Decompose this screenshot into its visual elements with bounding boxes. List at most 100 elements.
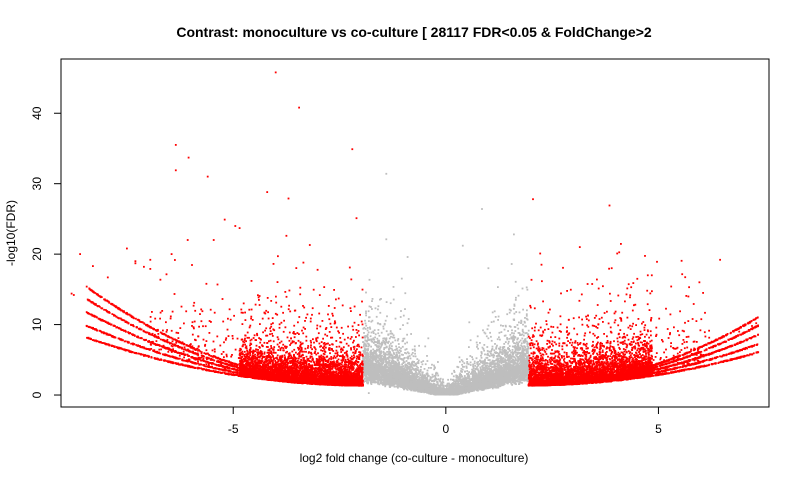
point-not-significant [439, 380, 441, 383]
point-not-significant [483, 344, 486, 346]
point-not-significant [401, 345, 404, 348]
point-not-significant [385, 330, 388, 333]
point-not-significant [515, 346, 518, 348]
point-not-significant [525, 314, 528, 317]
point-not-significant [364, 322, 367, 325]
point-not-significant [511, 371, 514, 373]
point-not-significant [367, 310, 370, 313]
point-not-significant [502, 352, 504, 354]
point-not-significant [394, 317, 397, 320]
point-not-significant [514, 326, 517, 328]
point-not-significant [391, 332, 394, 335]
point-not-significant [434, 376, 437, 378]
point-not-significant [524, 332, 527, 335]
point-not-significant [365, 310, 367, 313]
point-not-significant [506, 338, 509, 341]
point-not-significant [363, 332, 365, 334]
point-not-significant [417, 362, 420, 365]
data-points [70, 71, 760, 396]
point-not-significant [417, 359, 420, 362]
point-not-significant [374, 333, 377, 336]
point-not-significant [495, 346, 498, 349]
point-not-significant [474, 377, 477, 380]
point-not-significant [494, 316, 497, 318]
point-not-significant [416, 365, 418, 368]
point-not-significant [406, 341, 408, 344]
point-not-significant [414, 355, 417, 358]
point-not-significant [393, 353, 395, 355]
point-not-significant [525, 357, 528, 360]
point-not-significant [381, 358, 384, 360]
point-not-significant [520, 322, 522, 324]
point-not-significant [400, 277, 403, 280]
point-not-significant [469, 355, 472, 357]
point-not-significant [462, 377, 465, 380]
point-not-significant [522, 331, 525, 334]
point-not-significant [500, 362, 503, 365]
point-not-significant [514, 348, 517, 350]
point-not-significant [493, 310, 496, 313]
point-not-significant [483, 363, 486, 366]
point-not-significant [521, 345, 523, 348]
point-not-significant [493, 354, 496, 357]
point-not-significant [515, 311, 518, 313]
point-not-significant [468, 346, 470, 348]
point-not-significant [518, 321, 520, 324]
point-not-significant [481, 346, 484, 349]
point-not-significant [518, 374, 521, 377]
point-not-significant [495, 355, 498, 358]
point-not-significant [476, 335, 479, 338]
point-not-significant [460, 370, 462, 372]
point-not-significant [384, 343, 387, 346]
point-not-significant [390, 357, 393, 359]
point-not-significant [504, 358, 507, 361]
point-not-significant [436, 381, 439, 384]
point-not-significant [401, 363, 403, 366]
point-not-significant [412, 355, 415, 358]
point-not-significant [461, 371, 463, 373]
point-not-significant [442, 381, 445, 384]
point-not-significant [390, 384, 393, 386]
point-not-significant [526, 345, 529, 348]
point-not-significant [418, 344, 420, 347]
point-not-significant [463, 365, 465, 368]
point-not-significant [511, 384, 513, 386]
point-not-significant [491, 354, 494, 357]
point-not-significant [476, 378, 479, 380]
point-not-significant [484, 353, 486, 356]
point-not-significant [491, 387, 494, 390]
point-not-significant [527, 346, 530, 349]
point-not-significant [495, 347, 497, 350]
point-not-significant [482, 329, 484, 332]
point-not-significant [374, 336, 376, 339]
point-not-significant [386, 315, 388, 318]
point-not-significant [382, 327, 385, 330]
point-not-significant [371, 319, 374, 322]
point-not-significant [453, 369, 455, 372]
point-not-significant [487, 324, 490, 327]
point-not-significant [511, 332, 513, 334]
point-not-significant [486, 328, 489, 331]
point-not-significant [370, 382, 372, 384]
point-not-significant [514, 299, 517, 301]
point-not-significant [405, 360, 408, 362]
point-not-significant [463, 378, 466, 380]
point-not-significant [459, 360, 461, 363]
point-not-significant [364, 375, 367, 378]
point-not-significant [411, 366, 414, 369]
point-not-significant [485, 335, 488, 338]
point-not-significant [505, 367, 508, 370]
point-not-significant [466, 370, 469, 372]
point-not-significant [415, 371, 418, 374]
point-not-significant [473, 360, 476, 363]
point-not-significant [384, 385, 387, 388]
point-not-significant [518, 383, 520, 385]
point-not-significant [426, 355, 428, 357]
point-not-significant [394, 360, 397, 363]
point-not-significant [508, 345, 511, 347]
point-not-significant [370, 349, 373, 352]
point-not-significant [432, 375, 434, 378]
point-not-significant [437, 378, 440, 380]
point-not-significant [486, 362, 489, 364]
